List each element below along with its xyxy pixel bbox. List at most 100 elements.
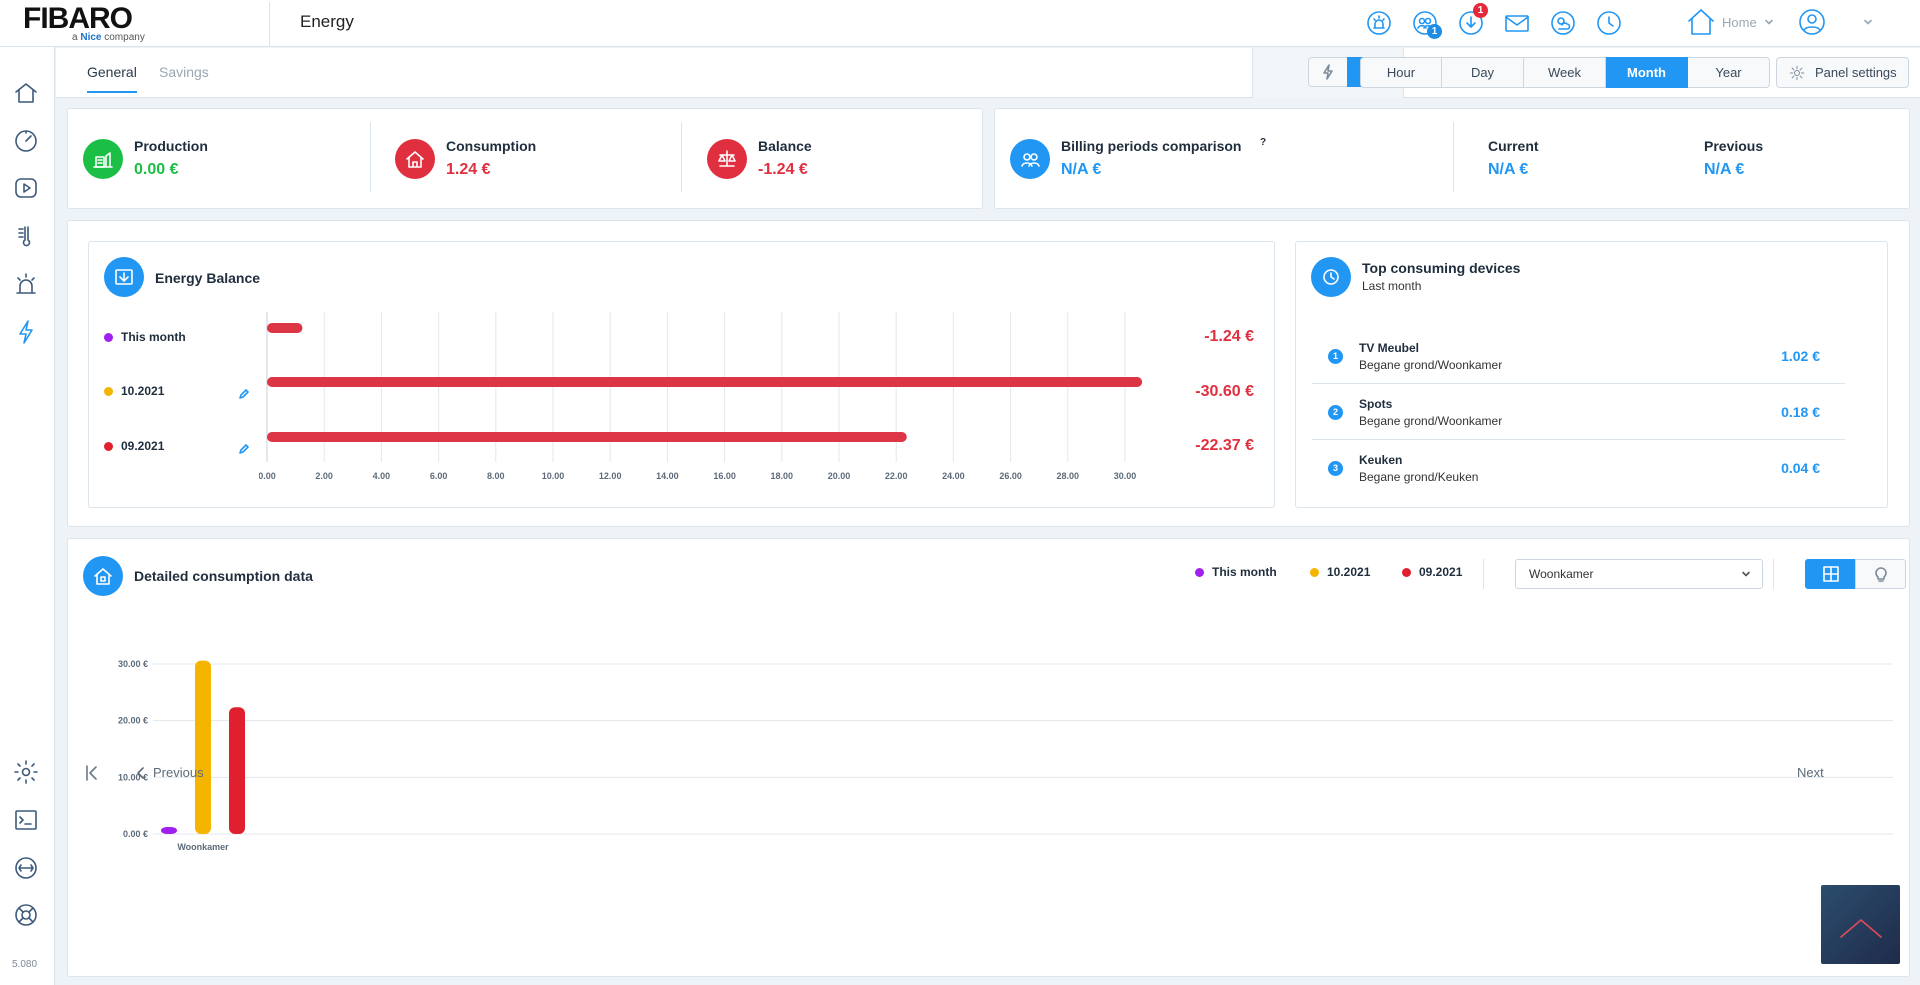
- period-week-button[interactable]: Week: [1524, 57, 1606, 88]
- clock-icon[interactable]: [1592, 7, 1626, 39]
- dashboard-icon[interactable]: [13, 127, 39, 153]
- devices-view-button[interactable]: [1855, 559, 1906, 589]
- weather-icon[interactable]: [1546, 7, 1580, 39]
- billing-help-icon[interactable]: ?: [1260, 137, 1267, 148]
- logo-tagline: a Nice company: [72, 32, 145, 43]
- production-label: Production: [134, 138, 208, 154]
- alarm-status-icon[interactable]: [1362, 7, 1396, 39]
- balance-value-this-month: -1.24 €: [1204, 328, 1254, 345]
- gear-icon: [1789, 65, 1805, 80]
- home-selector[interactable]: Home: [1686, 7, 1775, 37]
- device-cost: 0.18 €: [1781, 404, 1820, 420]
- download-icon[interactable]: 1: [1454, 3, 1488, 39]
- x-tick-label: 28.00: [1057, 471, 1080, 481]
- x-tick-label: 0.00: [259, 471, 276, 481]
- panel-settings-button[interactable]: Panel settings: [1776, 57, 1909, 88]
- detailed-title: Detailed consumption data: [134, 568, 313, 584]
- device-cost: 0.04 €: [1781, 460, 1820, 476]
- divider: [1483, 559, 1484, 589]
- chevron-down-icon: [1764, 19, 1773, 25]
- billing-title: Billing periods comparison: [1061, 138, 1242, 154]
- summary-card: Production 0.00 € Consumption 1.24 € Bal…: [67, 108, 983, 209]
- floating-widget[interactable]: [1821, 885, 1900, 964]
- header-actions: 1 1: [1362, 3, 1638, 39]
- energy-balance-icon: [104, 257, 144, 297]
- row-label-this-month: This month: [104, 330, 186, 344]
- rank-badge: 3: [1328, 461, 1343, 476]
- row-label-09-2021: 09.2021: [104, 439, 164, 453]
- balance-section: Energy Balance This month 10.2021 09.202…: [67, 220, 1910, 527]
- period-year-button[interactable]: Year: [1688, 57, 1770, 88]
- device-row[interactable]: 3 Keuken Begane grond/Keuken 0.04 €: [1312, 440, 1845, 496]
- period-day-button[interactable]: Day: [1442, 57, 1524, 88]
- room-select[interactable]: Woonkamer: [1515, 559, 1763, 589]
- home-icon[interactable]: [13, 80, 39, 106]
- consumption-icon: [395, 139, 435, 179]
- grid-icon: [1822, 566, 1839, 582]
- grid-view-button[interactable]: [1805, 559, 1856, 589]
- production-value: 0.00 €: [134, 161, 179, 178]
- panel-settings-label: Panel settings: [1815, 65, 1897, 80]
- x-tick-label: 26.00: [999, 471, 1022, 481]
- detailed-icon: [83, 556, 123, 596]
- energy-icon[interactable]: [13, 319, 39, 345]
- period-month-button[interactable]: Month: [1606, 57, 1688, 88]
- bar-09-2021: [267, 432, 907, 442]
- edit-icon[interactable]: [238, 388, 250, 400]
- divider: [1453, 122, 1454, 192]
- consumption-value: 1.24 €: [446, 161, 491, 178]
- detailed-consumption-section: Detailed consumption data This month 10.…: [67, 538, 1910, 977]
- legend-dot: [1402, 567, 1411, 577]
- legend-dot: [1195, 567, 1204, 577]
- x-tick-label: 10.00: [542, 471, 565, 481]
- y-tick-label: 30.00 €: [118, 659, 148, 669]
- climate-icon[interactable]: [13, 223, 39, 249]
- consumption-label: Consumption: [446, 138, 537, 154]
- energy-unit-button[interactable]: [1308, 57, 1348, 87]
- device-row[interactable]: 2 Spots Begane grond/Woonkamer 0.18 €: [1312, 384, 1845, 440]
- top-devices-panel: Top consuming devices Last month 1 TV Me…: [1295, 241, 1888, 508]
- terminal-icon[interactable]: [13, 807, 39, 833]
- x-tick-label: 18.00: [771, 471, 794, 481]
- detailed-consumption-chart: 0.00 € 10.00 € 20.00 € 30.00 € Woonkamer: [118, 659, 1893, 852]
- billing-card: Billing periods comparison ? N/A € Curre…: [994, 108, 1910, 209]
- version-label: 5.080: [12, 959, 38, 970]
- chevron-left-icon: [137, 766, 144, 779]
- support-icon[interactable]: [13, 902, 39, 928]
- users-badge: 1: [1427, 24, 1442, 39]
- period-selector: Hour Day Week Month Year: [1360, 57, 1770, 88]
- settings-icon[interactable]: [13, 759, 39, 785]
- legend-10-2021[interactable]: 10.2021: [1310, 565, 1370, 579]
- first-page-icon[interactable]: [84, 764, 100, 782]
- balance-label: Balance: [758, 138, 812, 154]
- user-menu[interactable]: [1798, 8, 1874, 36]
- bulb-icon: [1874, 567, 1887, 582]
- chevron-down-icon: [1742, 571, 1750, 577]
- scenes-icon[interactable]: [13, 175, 39, 201]
- edit-icon[interactable]: [238, 443, 250, 455]
- x-tick-label: 24.00: [942, 471, 965, 481]
- period-hour-button[interactable]: Hour: [1360, 57, 1442, 88]
- network-icon[interactable]: [13, 855, 39, 881]
- tab-savings[interactable]: Savings: [159, 64, 209, 80]
- x-tick-label: 8.00: [487, 471, 505, 481]
- device-name: TV Meubel: [1359, 341, 1420, 355]
- users-icon[interactable]: 1: [1408, 7, 1442, 39]
- next-button[interactable]: Next: [1797, 765, 1824, 780]
- mail-icon[interactable]: [1500, 7, 1534, 39]
- tab-general[interactable]: General: [87, 64, 137, 93]
- legend-09-2021[interactable]: 09.2021: [1402, 565, 1462, 579]
- top-bar: FIBARO a Nice company Energy 1 1 Home: [0, 0, 1920, 47]
- page-title: Energy: [300, 12, 354, 31]
- fibaro-logo[interactable]: FIBARO a Nice company: [20, 2, 270, 46]
- billing-value: N/A €: [1061, 161, 1102, 178]
- production-icon: [83, 139, 123, 179]
- device-row[interactable]: 1 TV Meubel Begane grond/Woonkamer 1.02 …: [1312, 328, 1845, 384]
- previous-button[interactable]: Previous: [135, 765, 204, 780]
- sub-navigation: General Savings $ Hour Day Week Month Ye…: [56, 48, 1920, 98]
- legend-this-month[interactable]: This month: [1195, 565, 1277, 579]
- current-value: N/A €: [1488, 161, 1529, 178]
- alarm-icon[interactable]: [13, 271, 39, 297]
- account-icon: [1799, 9, 1825, 35]
- room-select-value: Woonkamer: [1529, 567, 1594, 581]
